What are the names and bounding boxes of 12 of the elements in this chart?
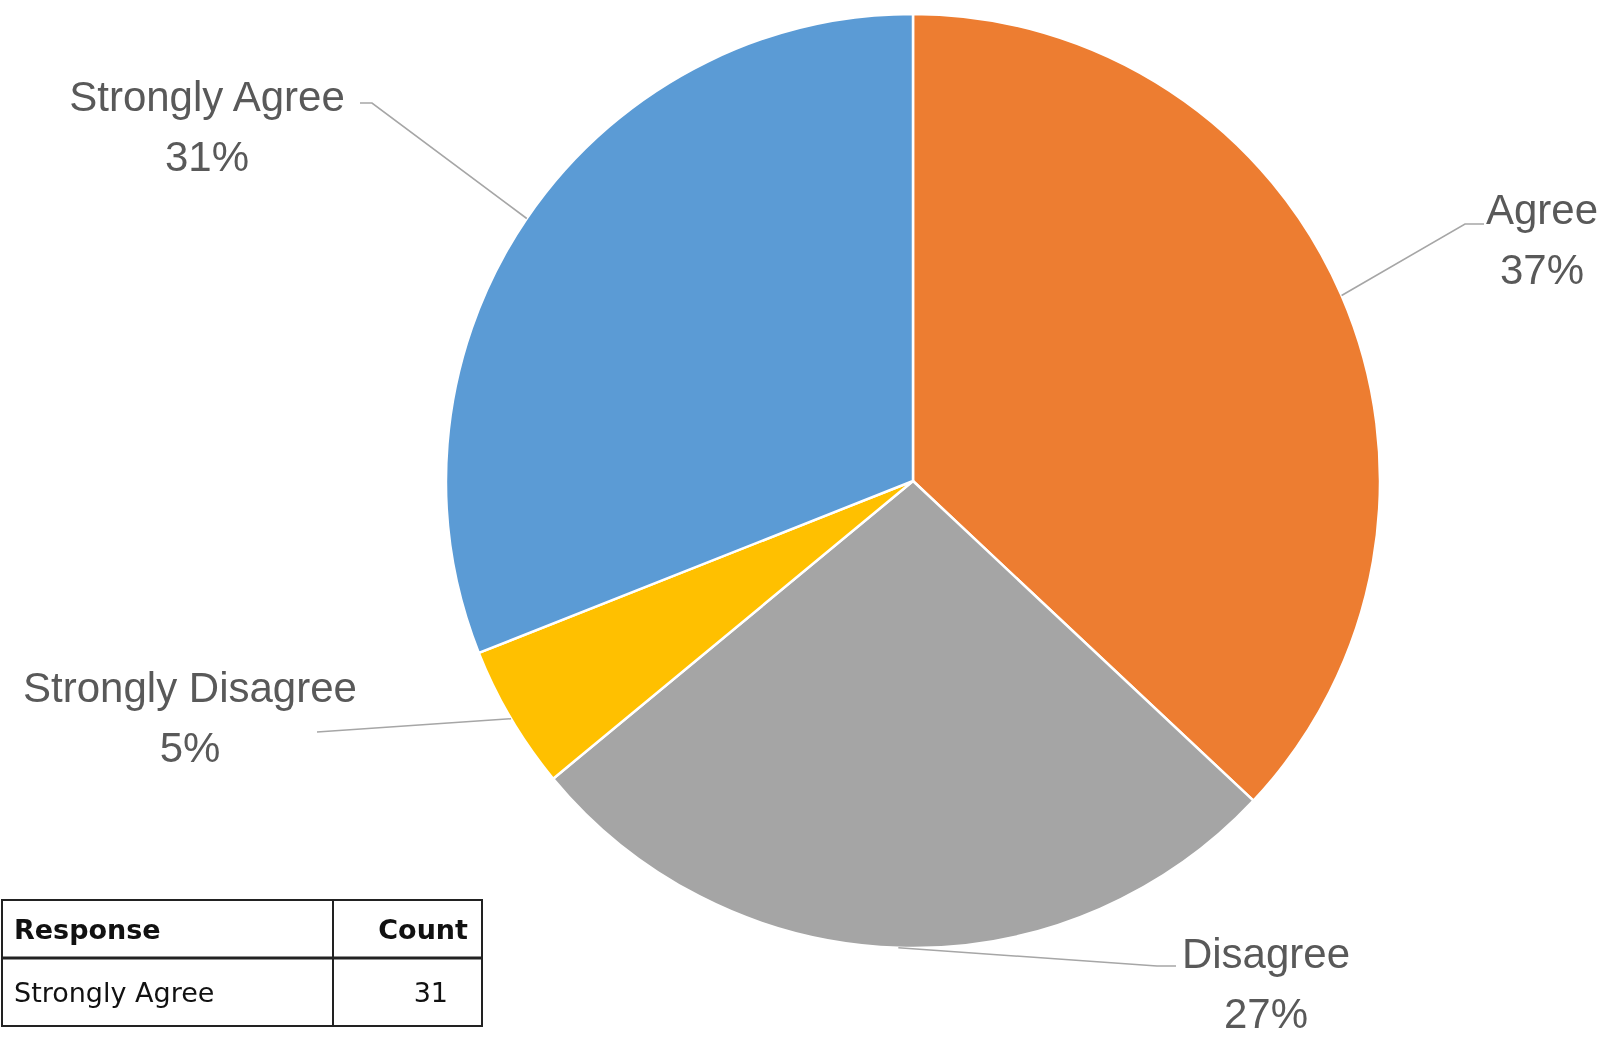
data-label: 5% xyxy=(159,724,221,771)
data-label: 27% xyxy=(1223,990,1309,1037)
data-label: 31 xyxy=(413,977,448,1008)
slice-label: Strongly Agree xyxy=(69,73,345,120)
slice-label: Disagree xyxy=(1181,930,1351,977)
data-label: 31% xyxy=(164,133,250,180)
category-label: Strongly Agree xyxy=(14,977,215,1008)
slice-label: Agree xyxy=(1485,186,1599,233)
data-label: 37% xyxy=(1499,246,1585,293)
text: Response xyxy=(14,914,161,945)
text: Count xyxy=(378,914,469,945)
slice-label: Strongly Disagree xyxy=(23,664,357,711)
